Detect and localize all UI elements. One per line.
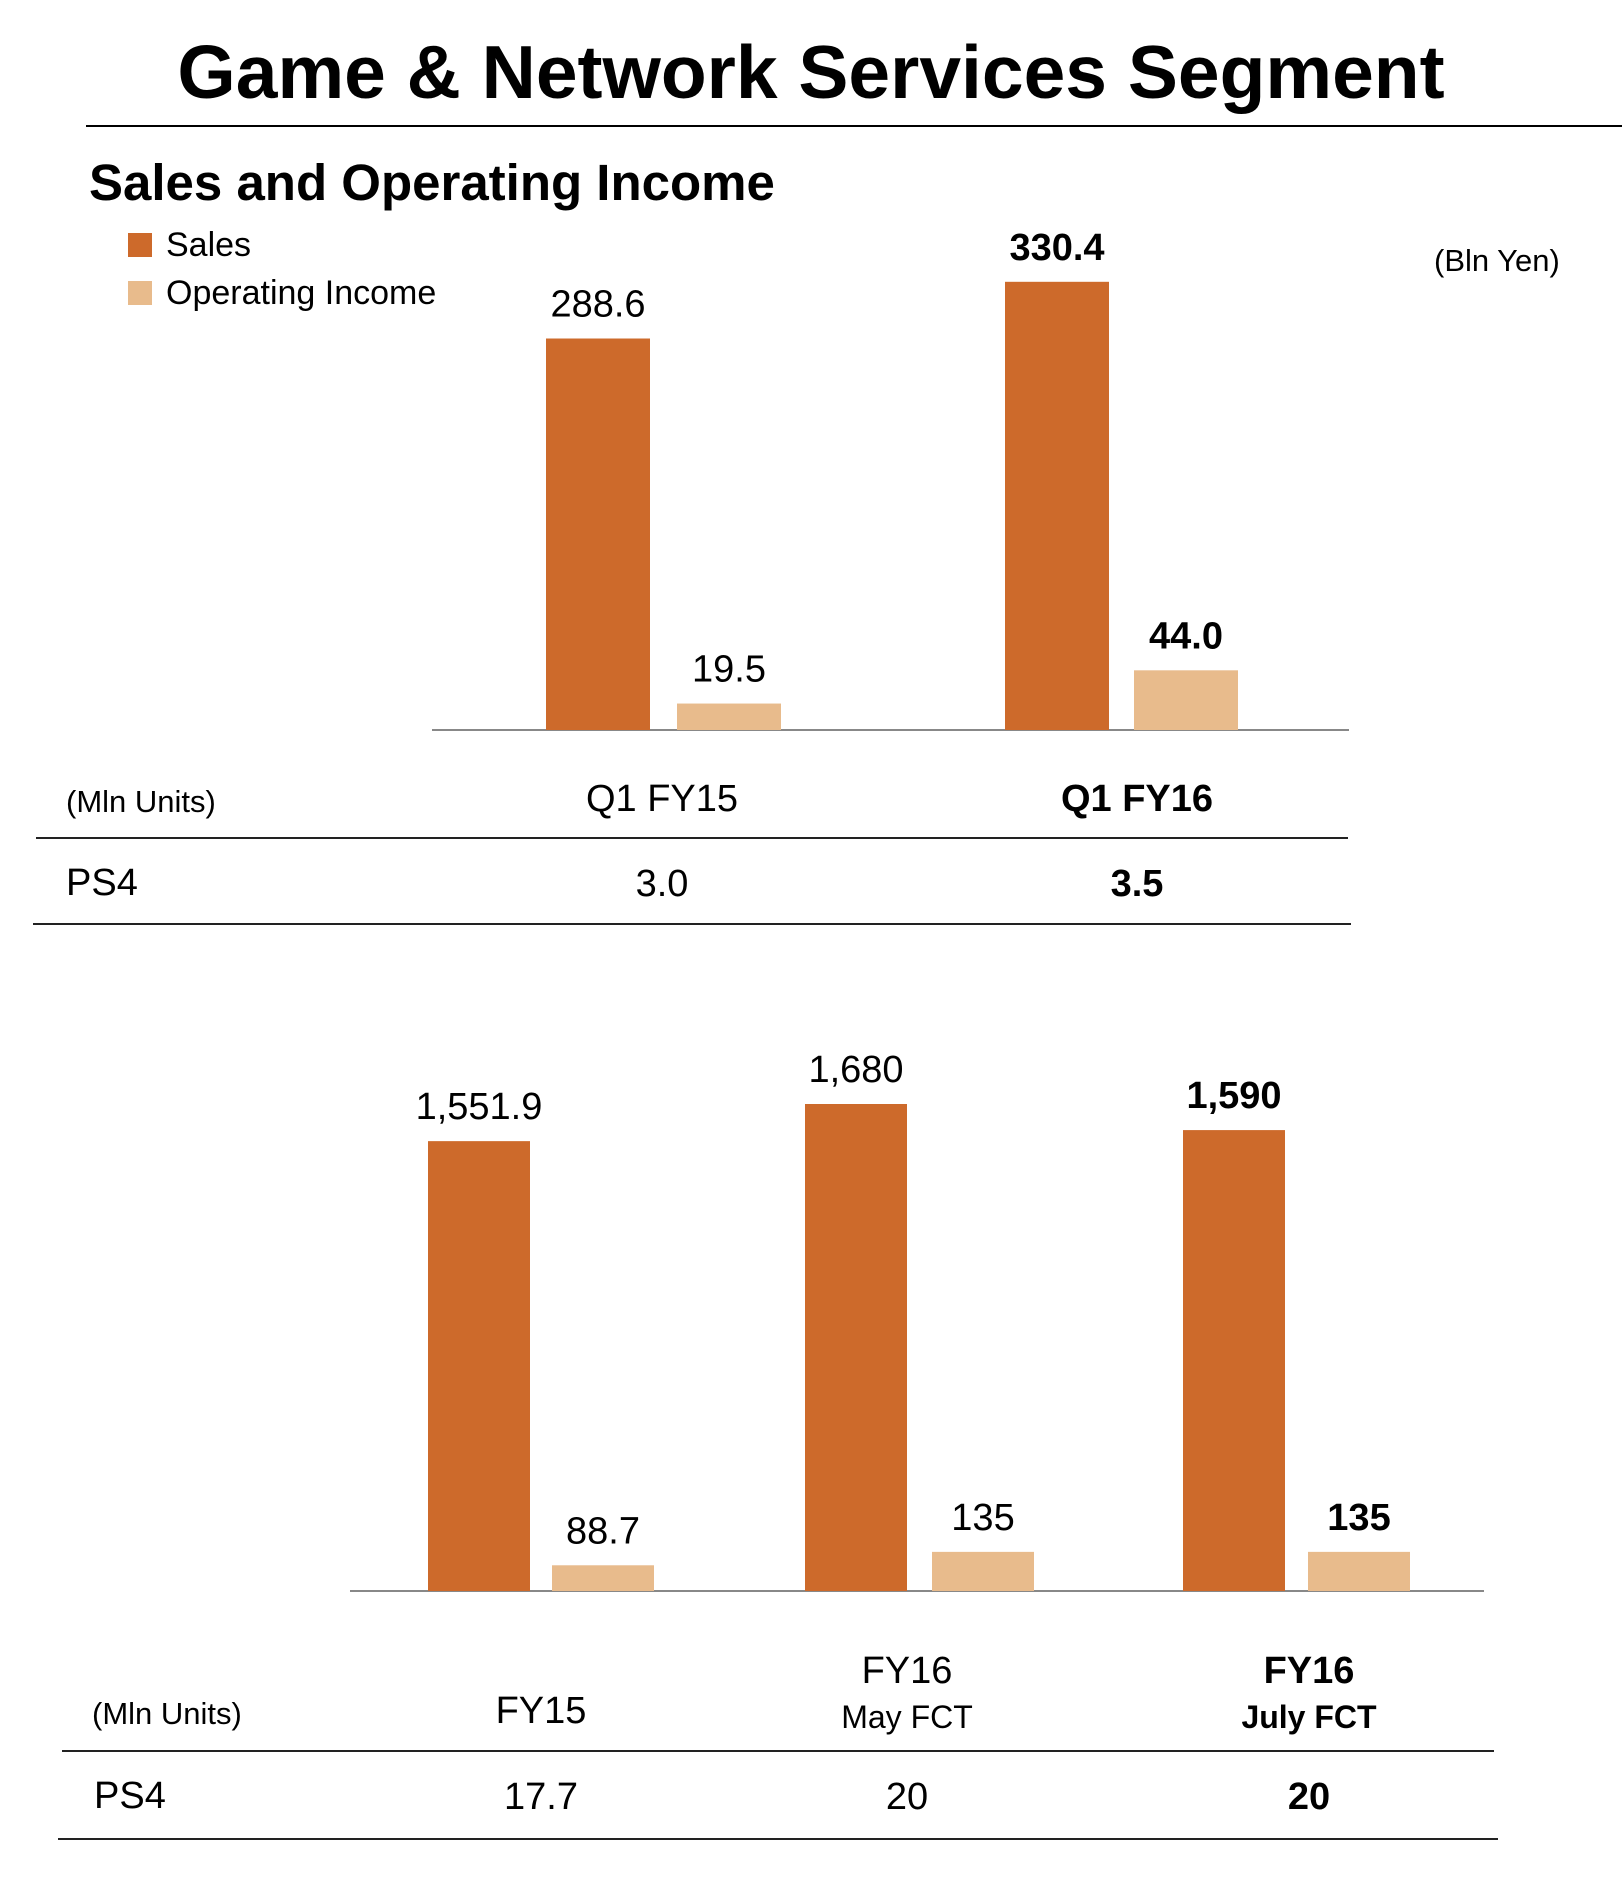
- data-label-sales-fy15: 1,551.9: [416, 1086, 543, 1128]
- bar-sales-q1-fy16: [1005, 281, 1109, 730]
- bar-sales-fy16-july-fct: [1183, 1130, 1285, 1591]
- table2-value-fy15: 17.7: [504, 1776, 578, 1818]
- bar-operating-income-q1-fy16: [1134, 670, 1238, 730]
- table2-value-fy16-may: 20: [885, 1776, 929, 1818]
- section-title: Sales and Operating Income: [89, 154, 775, 211]
- table2-row-label-ps4: PS4: [94, 1775, 166, 1817]
- table1-unit-label: (Mln Units): [66, 784, 216, 819]
- table2-header-fy16-may: FY16: [861, 1650, 953, 1692]
- bar-sales-fy16-may-fct: [805, 1104, 907, 1591]
- legend-swatch-operating-income: [128, 281, 152, 305]
- data-label-sales-fy16-july-fct: 1,590: [1186, 1075, 1281, 1117]
- data-label-sales-q1-fy15: 288.6: [550, 284, 645, 326]
- bar-operating-income-fy15: [552, 1565, 654, 1591]
- bar-operating-income-q1-fy15: [677, 703, 781, 730]
- bar-sales-fy15: [428, 1141, 530, 1591]
- table1-header-q1-fy15: Q1 FY15: [585, 778, 739, 820]
- data-label-operating-income-q1-fy16: 44.0: [1149, 615, 1223, 657]
- table2-header-fy16-july-sub: July FCT: [1241, 1699, 1377, 1735]
- data-label-operating-income-q1-fy15: 19.5: [692, 649, 766, 691]
- table2-header-fy15: FY15: [495, 1690, 587, 1732]
- table2-header-fy16-july: FY16: [1263, 1650, 1355, 1692]
- bar-operating-income-fy16-july-fct: [1308, 1551, 1410, 1591]
- table1-value-q1-fy16: 3.5: [1110, 863, 1164, 905]
- legend-item-sales: Sales: [128, 225, 251, 265]
- table1-bottom-rule: [33, 923, 1351, 925]
- bar-operating-income-fy16-may-fct: [932, 1551, 1034, 1591]
- data-label-operating-income-fy16-july-fct: 135: [1327, 1497, 1390, 1539]
- table1-header-q1-fy16: Q1 FY16: [1060, 778, 1214, 820]
- chart-quarterly-sales-income: 288.6 19.5 330.4 44.0: [432, 227, 1349, 731]
- unit-label-bln-yen: (Bln Yen): [1434, 243, 1560, 278]
- legend-label-operating-income: Operating Income: [166, 274, 437, 312]
- legend-swatch-sales: [128, 233, 152, 257]
- chart-annual-sales-income: 1,551.9 88.7 1,680 135 1,590 135: [350, 1049, 1484, 1592]
- table1-value-q1-fy15: 3.0: [635, 863, 689, 905]
- bar-sales-q1-fy15: [546, 338, 650, 730]
- page-title: Game & Network Services Segment: [177, 30, 1445, 114]
- title-divider: [86, 125, 1622, 127]
- data-label-sales-fy16-may-fct: 1,680: [808, 1049, 903, 1091]
- data-label-sales-q1-fy16: 330.4: [1009, 227, 1104, 269]
- table2-bottom-rule: [58, 1838, 1498, 1840]
- data-label-operating-income-fy16-may-fct: 135: [951, 1497, 1014, 1539]
- legend-item-operating-income: Operating Income: [128, 273, 436, 313]
- table2-header-fy16-may-sub: May FCT: [841, 1699, 973, 1735]
- table1-header-rule: [36, 837, 1348, 839]
- table1-row-label-ps4: PS4: [66, 862, 138, 904]
- table2-unit-label: (Mln Units): [92, 1696, 242, 1731]
- table2-header-rule: [62, 1750, 1494, 1752]
- table2-value-fy16-july: 20: [1287, 1776, 1331, 1818]
- legend-label-sales: Sales: [166, 226, 252, 264]
- data-label-operating-income-fy15: 88.7: [566, 1510, 640, 1552]
